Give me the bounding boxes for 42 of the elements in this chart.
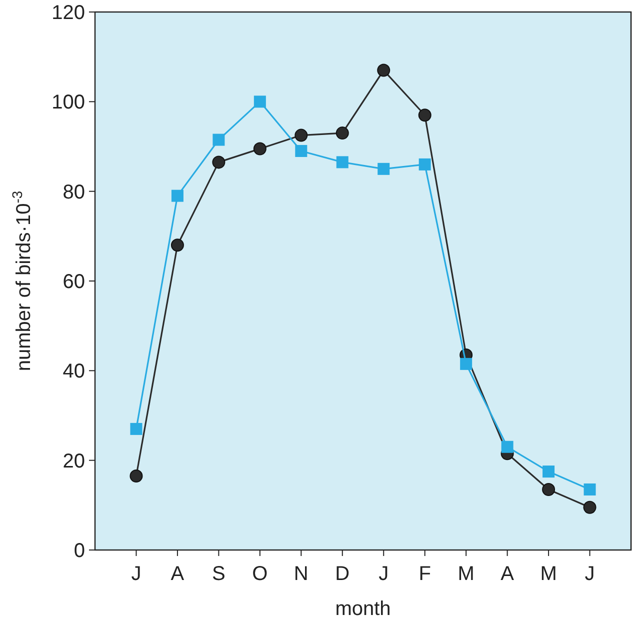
x-tick-label: J — [584, 563, 595, 585]
y-tick-label: 40 — [62, 360, 85, 383]
point — [583, 500, 596, 514]
point — [542, 482, 556, 496]
y-tick-label: 20 — [62, 450, 85, 472]
x-tick-label: M — [540, 563, 557, 585]
point — [501, 440, 514, 453]
y-tick-label: 80 — [62, 181, 85, 204]
x-tick-label: A — [500, 563, 515, 585]
point — [377, 64, 390, 77]
x-tick-label: D — [335, 563, 350, 585]
y-tick-label: 120 — [52, 2, 85, 24]
point — [130, 470, 143, 483]
point — [418, 158, 431, 170]
y-tick-label: 100 — [52, 92, 85, 114]
point — [170, 238, 184, 252]
point — [418, 108, 432, 122]
x-tick-label: N — [294, 563, 308, 585]
point — [336, 156, 348, 168]
x-tick-label: J — [378, 563, 389, 585]
x-axis-title: month — [335, 598, 391, 620]
point — [212, 156, 226, 169]
point — [212, 134, 225, 146]
point — [542, 466, 555, 478]
x-tick-label: A — [170, 563, 185, 585]
y-tick-label: 0 — [74, 540, 85, 562]
x-tick-label: M — [458, 563, 474, 585]
x-tick-label: O — [252, 563, 268, 585]
point — [295, 144, 308, 157]
y-tick-label: 60 — [62, 271, 85, 293]
point — [336, 126, 349, 140]
point — [584, 483, 596, 496]
point — [378, 162, 390, 175]
point — [460, 358, 472, 370]
x-tick-label: J — [131, 563, 142, 585]
point — [294, 128, 308, 142]
point — [171, 190, 184, 202]
x-tick-label: F — [418, 563, 431, 585]
point — [254, 96, 266, 108]
x-tick-label: S — [212, 563, 226, 585]
point — [253, 142, 266, 156]
point — [130, 422, 142, 435]
